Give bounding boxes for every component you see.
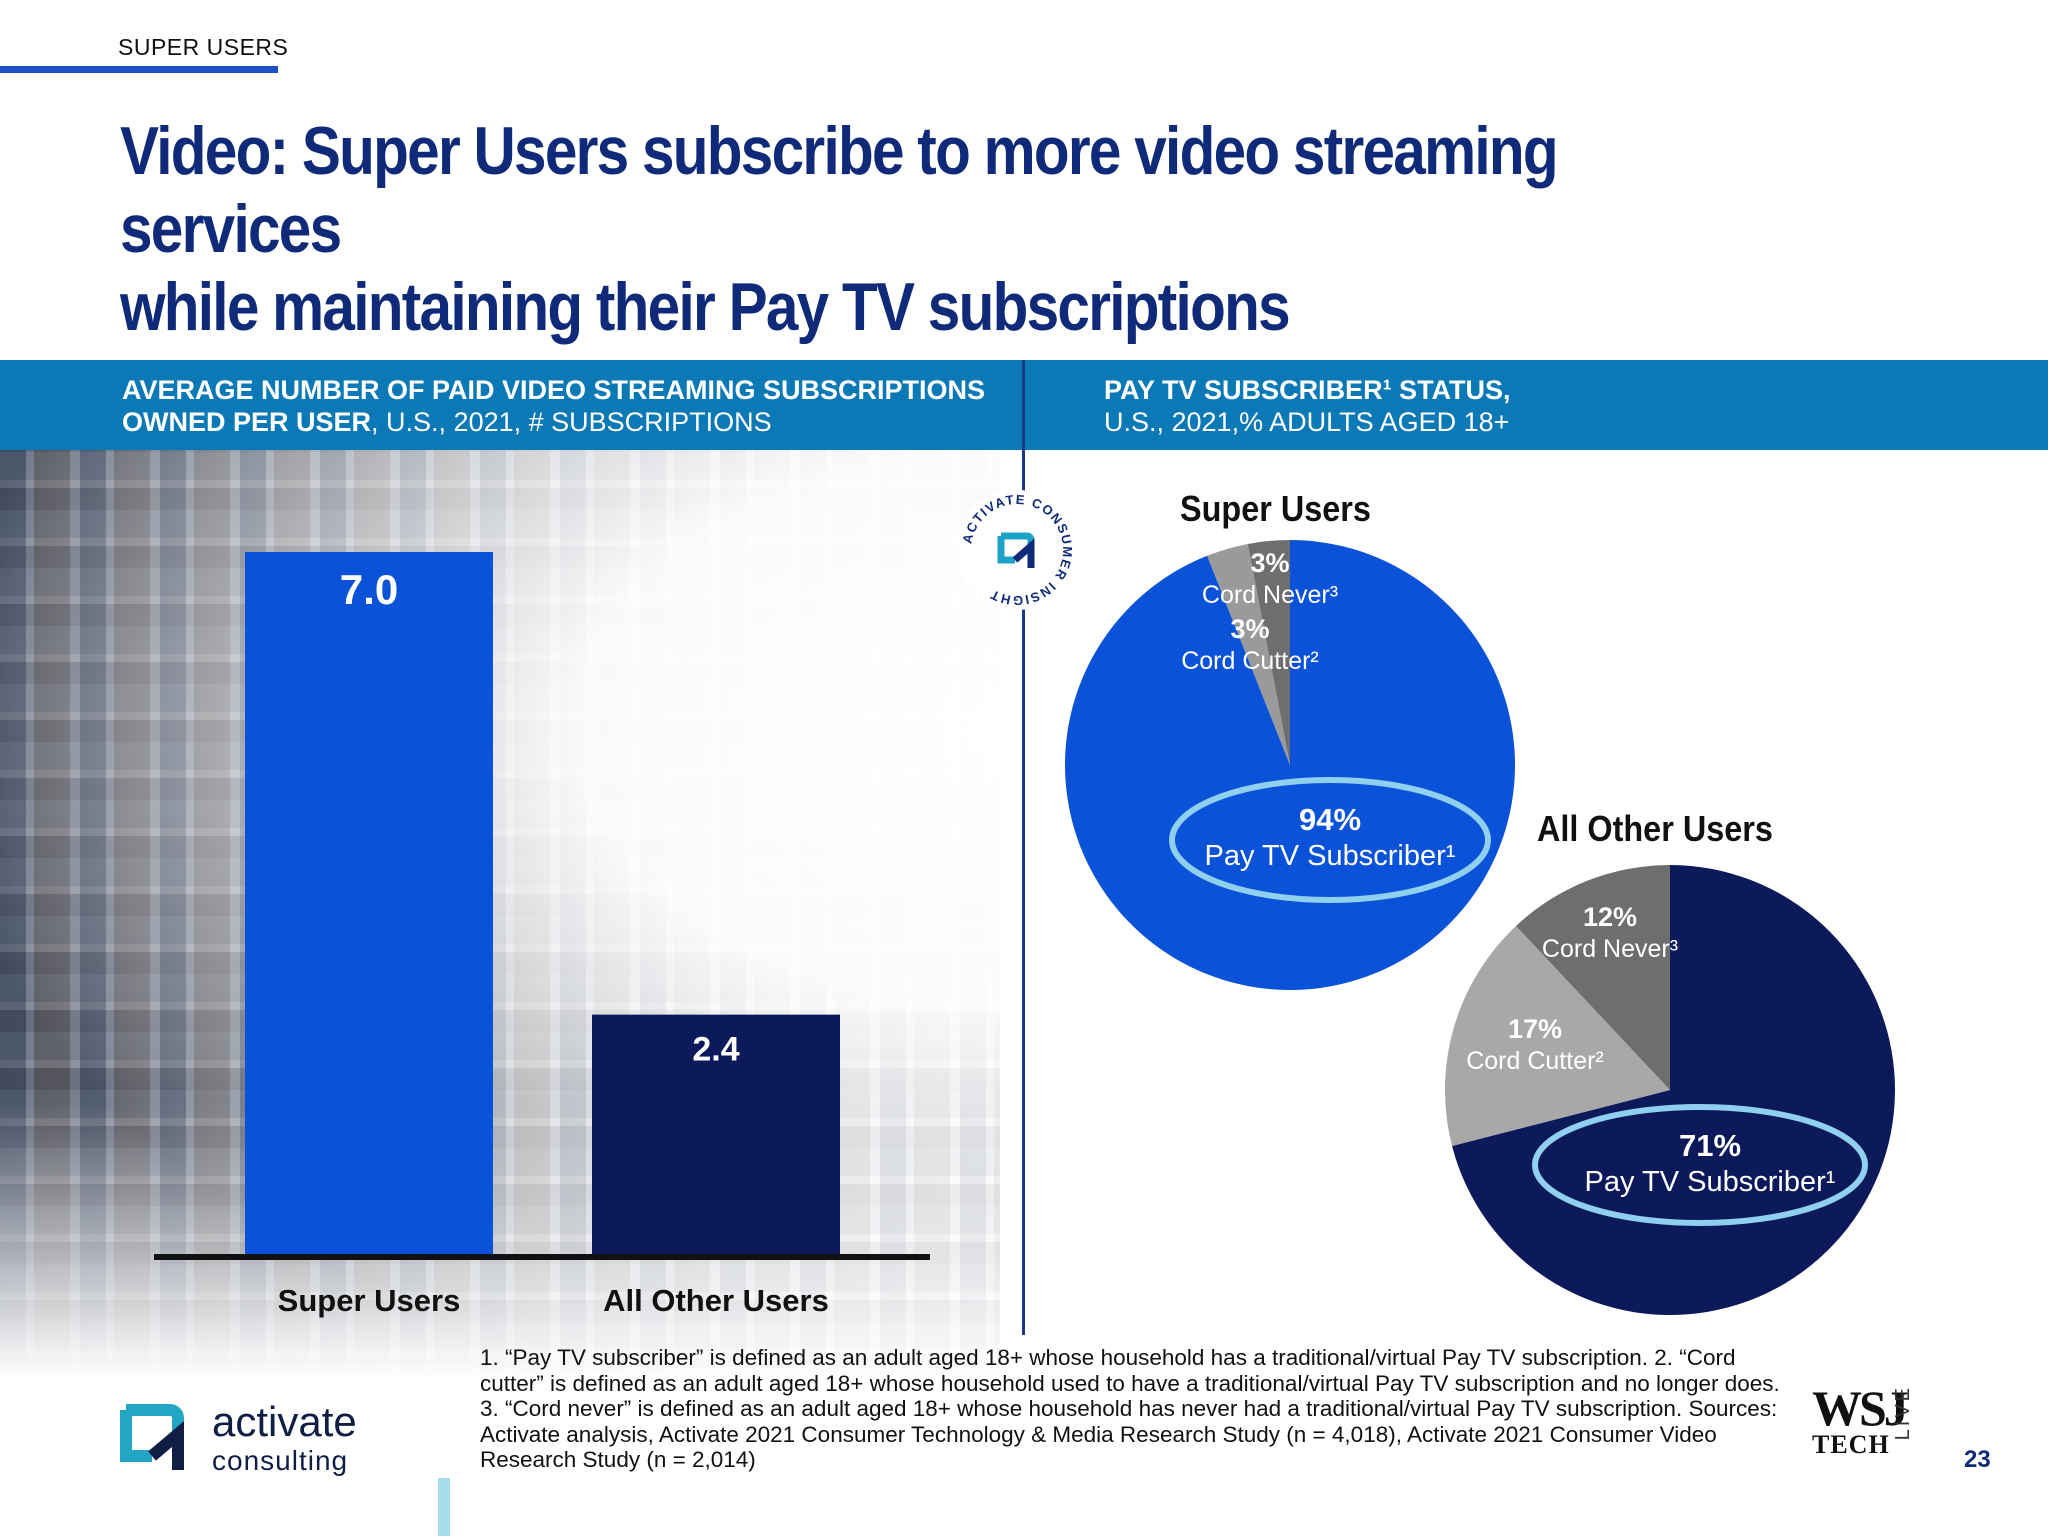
all-other-users-slice-0 (1452, 865, 1895, 1315)
badge-logo-icon (997, 532, 1035, 568)
bar-super-users (245, 552, 493, 1256)
all-other-users-slice-1 (1445, 925, 1670, 1146)
logo-subtitle: consulting (212, 1445, 349, 1476)
all-other-users-slice-2 (1515, 865, 1670, 1090)
right-header-line1: PAY TV SUBSCRIBER¹ STATUS, (1104, 375, 1511, 405)
wsj-live-word: LIVE (1892, 1385, 1914, 1441)
super-users-highlight-ring (1169, 777, 1491, 903)
super-users-cord-cutter-pct: 3% (1230, 614, 1269, 644)
bar-category-label: Super Users (278, 1283, 461, 1318)
footnote: 1. “Pay TV subscriber” is defined as an … (480, 1345, 1780, 1472)
wsj-wordmark: WSJ (1812, 1380, 1909, 1436)
all-other-users-pay-tv-pct: 71% (1679, 1128, 1741, 1163)
title-line-2: while maintaining their Pay TV subscript… (120, 269, 1291, 345)
pie-title-super-users: Super Users (1180, 488, 1371, 529)
left-chart-header: AVERAGE NUMBER OF PAID VIDEO STREAMING S… (122, 374, 1022, 438)
consumer-insight-badge: ACTIVATE CONSUMER INSIGHT (957, 490, 1077, 610)
bar-chart: 7.0 Super Users 2.4 All Other Users (154, 552, 930, 1318)
bar-all-other-users (592, 1014, 840, 1256)
page-title: Video: Super Users subscribe to more vid… (120, 112, 1668, 346)
bar-chart-baseline (154, 1254, 930, 1260)
all-other-users-highlight-ring (1532, 1104, 1868, 1226)
all-other-users-cord-never-pct: 12% (1583, 902, 1637, 932)
title-line-1: Video: Super Users subscribe to more vid… (120, 113, 1559, 267)
page-number: 23 (1964, 1446, 1991, 1473)
wsj-tech-word: TECH (1812, 1430, 1890, 1459)
bar-category-label: All Other Users (603, 1283, 829, 1318)
bar-value-label: 2.4 (692, 1031, 739, 1069)
pie-title-all-other-users: All Other Users (1537, 808, 1773, 849)
super-users-cord-cutter-label: Cord Cutter² (1181, 647, 1319, 675)
left-header-rest: , U.S., 2021, # SUBSCRIPTIONS (371, 407, 772, 437)
all-other-users-cord-never-label: Cord Never³ (1542, 935, 1678, 963)
left-header-bold: AVERAGE NUMBER OF PAID VIDEO STREAMING S… (122, 375, 986, 437)
wsj-tech-logo: WSJ TECH (1812, 1380, 1909, 1459)
all-other-users-cord-cutter-label: Cord Cutter² (1466, 1047, 1604, 1075)
logo-name: activate (212, 1398, 357, 1445)
section-tag-rule (0, 66, 278, 73)
section-divider (1022, 360, 1025, 1335)
super-users-slice-2 (1247, 540, 1290, 765)
section-tag: SUPER USERS (118, 34, 289, 60)
activate-logo-icon (120, 1404, 184, 1470)
super-users-cord-never-pct: 3% (1250, 548, 1289, 578)
right-chart-header: PAY TV SUBSCRIBER¹ STATUS, U.S., 2021,% … (1104, 374, 2004, 438)
right-header-line2: U.S., 2021,% ADULTS AGED 18+ (1104, 407, 1510, 437)
super-users-slice-1 (1207, 543, 1290, 765)
super-users-pay-tv-label: Pay TV Subscriber¹ (1205, 840, 1456, 872)
all-other-users-cord-cutter-pct: 17% (1508, 1014, 1562, 1044)
super-users-cord-never-label: Cord Never³ (1202, 581, 1338, 609)
all-other-users-pay-tv-label: Pay TV Subscriber¹ (1585, 1166, 1836, 1198)
super-users-pay-tv-pct: 94% (1299, 802, 1361, 837)
bar-value-label: 7.0 (340, 566, 398, 613)
bottom-accent-strip (438, 1478, 450, 1536)
